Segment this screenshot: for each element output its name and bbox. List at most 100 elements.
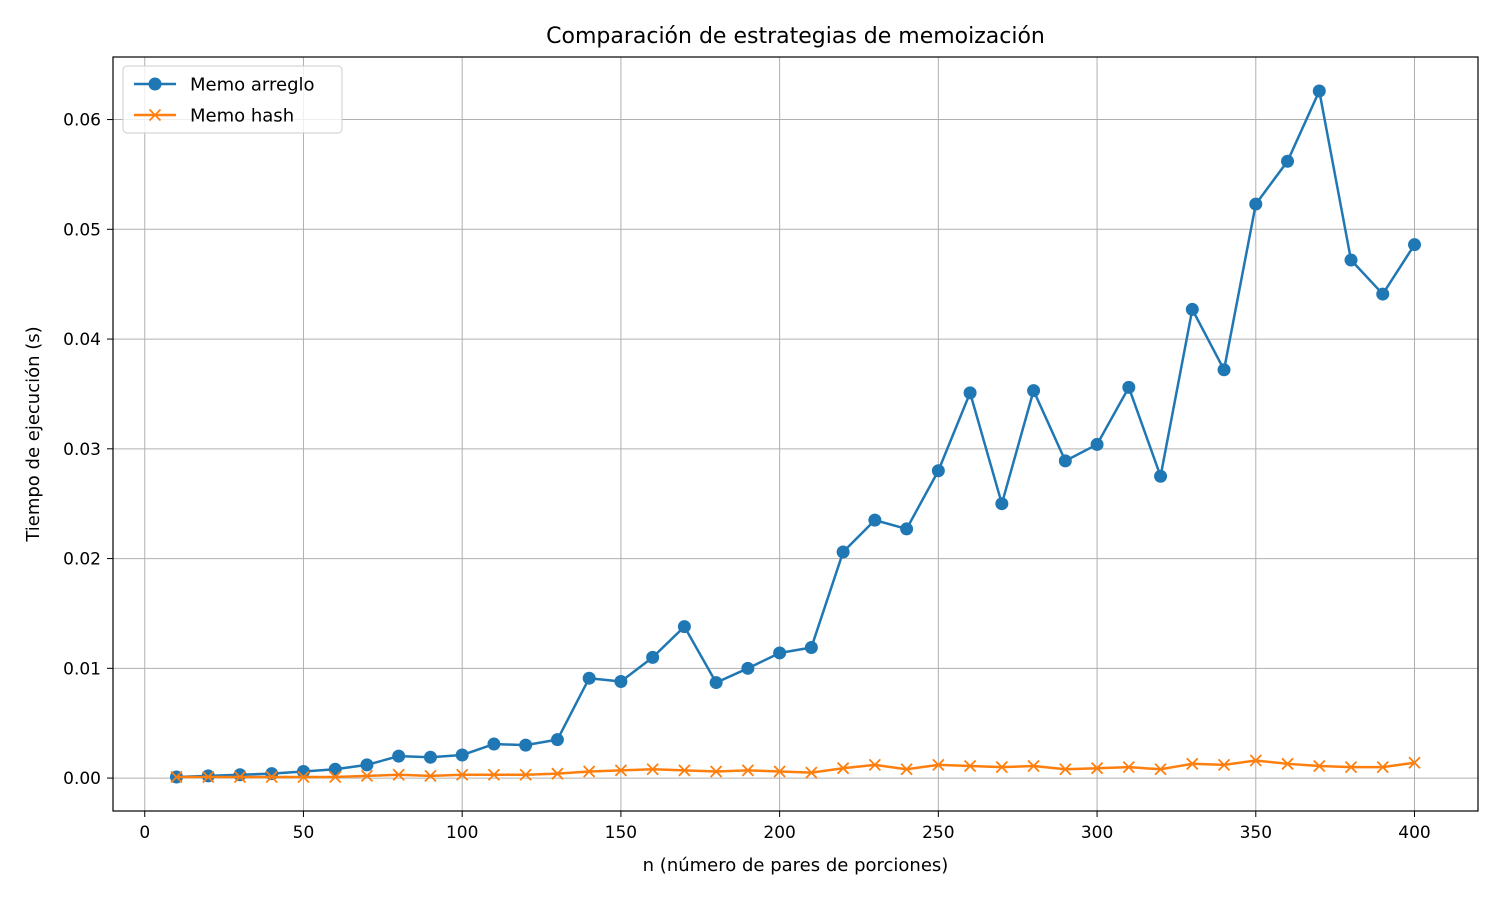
data-point (423, 750, 437, 764)
plot-frame (112, 56, 1479, 812)
data-point (709, 676, 723, 690)
data-point (1154, 763, 1167, 776)
data-point (1186, 757, 1199, 770)
y-tick-label: 0.02 (63, 550, 101, 570)
data-point (1122, 760, 1135, 774)
y-tick-label: 0.04 (63, 330, 101, 350)
x-tick-label: 400 (1398, 823, 1430, 843)
legend-marker-memo-hash (148, 108, 162, 122)
data-point (1090, 437, 1104, 451)
data-point (614, 674, 628, 688)
x-tick-label: 300 (1081, 823, 1113, 843)
data-point (677, 620, 691, 634)
x-tick-label: 200 (763, 823, 795, 843)
x-tick-label: 350 (1240, 823, 1272, 843)
x-tick-label: 50 (293, 823, 315, 843)
data-point (868, 758, 881, 772)
data-point (582, 671, 596, 685)
data-point (487, 737, 501, 751)
data-point (931, 464, 945, 478)
legend-frame (122, 65, 343, 134)
data-point (773, 646, 787, 660)
data-point (836, 545, 850, 559)
data-point (170, 770, 183, 784)
legend-label-memo-arreglo: Memo arreglo (190, 75, 315, 96)
data-point (202, 770, 215, 784)
data-point (550, 733, 564, 747)
data-point (1122, 380, 1136, 394)
data-point (329, 770, 342, 784)
series-memo-arreglo (169, 84, 1422, 784)
data-point (1154, 469, 1168, 483)
data-point (1344, 253, 1358, 267)
data-point (328, 762, 342, 776)
data-point (646, 650, 660, 664)
data-point (963, 759, 977, 773)
legend-marker-memo-arreglo (148, 77, 162, 91)
x-tick-label: 0 (139, 823, 150, 843)
data-point (360, 769, 374, 783)
data-point (297, 770, 310, 784)
grid (113, 57, 1478, 811)
data-point (741, 661, 755, 675)
data-point (233, 770, 247, 784)
x-axis-label: n (número de pares de porciones) (643, 855, 949, 876)
data-point (360, 758, 374, 772)
data-point (1090, 762, 1104, 775)
data-point (646, 763, 659, 776)
chart-title: Comparación de estrategias de memoizació… (546, 24, 1045, 49)
data-point (614, 764, 628, 777)
legend: Memo arreglo Memo hash (122, 65, 343, 134)
data-point (1185, 302, 1199, 316)
data-point (868, 513, 882, 527)
data-point (392, 749, 406, 763)
data-point (900, 522, 914, 536)
series-layer (169, 84, 1422, 784)
data-point (519, 768, 532, 781)
data-point (456, 768, 469, 781)
y-tick-label: 0.00 (63, 769, 101, 789)
data-point (1217, 363, 1231, 377)
y-tick-label: 0.05 (63, 220, 101, 240)
x-tick-label: 100 (446, 823, 478, 843)
data-point (1249, 197, 1263, 211)
data-point (1027, 759, 1040, 773)
data-point (710, 765, 723, 778)
data-point (1376, 760, 1389, 774)
data-point (963, 386, 977, 400)
data-point (1059, 763, 1072, 776)
data-point (741, 764, 755, 777)
series-line-memo-hash (176, 759, 1415, 779)
data-point (804, 640, 818, 654)
x-tick-label: 250 (922, 823, 954, 843)
series-line-memo-arreglo (176, 89, 1416, 779)
data-point (1312, 84, 1326, 98)
data-point (265, 770, 278, 784)
series-memo-hash (170, 754, 1421, 784)
y-axis-label: Tiempo de ejecución (s) (23, 326, 44, 542)
data-point (932, 758, 945, 772)
data-point (233, 768, 247, 782)
data-point (392, 768, 405, 781)
data-point (805, 766, 818, 779)
data-point (519, 738, 533, 752)
data-point (1027, 384, 1041, 398)
data-point (487, 768, 501, 781)
y-tick-label: 0.03 (63, 440, 101, 460)
y-tick-label: 0.01 (63, 659, 101, 679)
data-point (1058, 454, 1072, 468)
data-point (995, 497, 1009, 511)
data-point (678, 764, 691, 777)
data-point (1281, 757, 1294, 770)
x-axis: 0 50 100 150 200 250 300 350 400 (139, 811, 1431, 843)
data-point (1376, 287, 1390, 301)
data-point (1281, 154, 1295, 168)
data-point (1408, 238, 1422, 252)
data-point (1249, 754, 1262, 767)
data-point (455, 748, 469, 762)
legend-label-memo-hash: Memo hash (190, 106, 294, 127)
y-axis: 0.00 0.01 0.02 0.03 0.04 0.05 0.06 (63, 111, 113, 789)
data-point (1408, 756, 1421, 769)
